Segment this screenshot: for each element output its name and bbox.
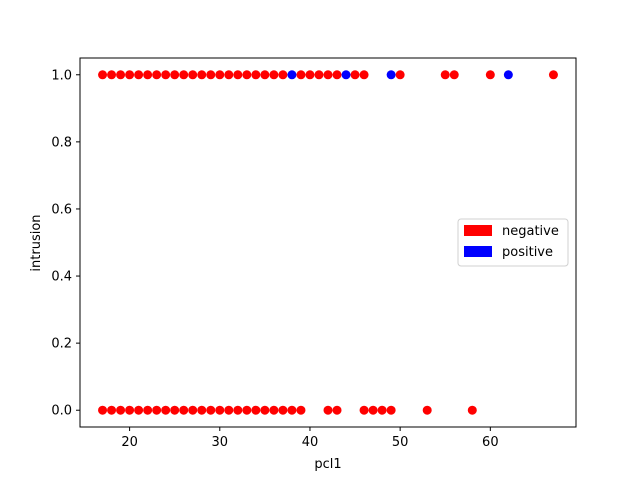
point-negative [206, 405, 216, 415]
x-tick-label: 30 [212, 435, 229, 450]
point-negative [224, 70, 234, 80]
point-negative [179, 70, 189, 80]
point-negative [125, 405, 135, 415]
point-negative [314, 70, 324, 80]
point-negative [359, 70, 369, 80]
point-negative [278, 70, 288, 80]
point-negative [134, 70, 144, 80]
x-tick-label: 20 [121, 435, 138, 450]
point-negative [152, 70, 162, 80]
point-negative [215, 70, 225, 80]
legend-label-negative: negative [502, 224, 559, 239]
y-axis-label: intrusion [29, 214, 44, 271]
legend-label-positive: positive [502, 245, 553, 260]
x-axis-ticks: 20 30 40 50 60 [121, 427, 499, 450]
point-negative [251, 70, 261, 80]
point-negative [197, 405, 207, 415]
point-negative [251, 405, 261, 415]
x-tick-label: 60 [482, 435, 499, 450]
point-negative [242, 70, 252, 80]
point-negative [323, 70, 333, 80]
point-negative [98, 405, 108, 415]
point-negative [125, 70, 135, 80]
point-negative [116, 70, 126, 80]
point-negative [188, 70, 198, 80]
point-negative [368, 405, 378, 415]
point-negative [161, 70, 171, 80]
point-negative [350, 70, 360, 80]
point-negative [485, 70, 495, 80]
point-negative [332, 405, 342, 415]
point-negative [377, 405, 387, 415]
y-tick-label: 0.2 [51, 337, 72, 352]
y-tick-label: 1.0 [51, 68, 72, 83]
plot-frame [79, 57, 577, 428]
point-negative [359, 405, 369, 415]
point-negative [179, 405, 189, 415]
point-negative [449, 70, 459, 80]
x-tick-label: 50 [392, 435, 409, 450]
point-negative [305, 70, 315, 80]
legend: negative positive [457, 218, 569, 267]
point-negative [206, 70, 216, 80]
point-negative [143, 70, 153, 80]
point-negative [422, 405, 432, 415]
point-positive [503, 70, 513, 80]
point-negative [269, 70, 279, 80]
point-positive [287, 70, 297, 80]
point-positive [341, 70, 351, 80]
point-negative [134, 405, 144, 415]
point-negative [386, 405, 396, 415]
point-negative [116, 405, 126, 415]
point-negative [98, 70, 108, 80]
point-negative [323, 405, 333, 415]
point-negative [440, 70, 450, 80]
y-tick-label: 0.4 [51, 270, 72, 285]
point-negative [143, 405, 153, 415]
point-negative [287, 405, 297, 415]
point-negative [548, 70, 558, 80]
point-negative [170, 70, 180, 80]
point-negative [107, 405, 117, 415]
point-positive [386, 70, 396, 80]
point-negative [296, 70, 306, 80]
point-negative [332, 70, 342, 80]
scatter-points [98, 70, 558, 415]
point-negative [269, 405, 279, 415]
point-negative [107, 70, 117, 80]
point-negative [260, 405, 270, 415]
y-tick-label: 0.0 [51, 404, 72, 419]
point-negative [296, 405, 306, 415]
point-negative [467, 405, 477, 415]
point-negative [260, 70, 270, 80]
point-negative [170, 405, 180, 415]
point-negative [161, 405, 171, 415]
legend-swatch-positive [464, 246, 492, 257]
point-negative [215, 405, 225, 415]
y-tick-label: 0.6 [51, 202, 72, 217]
point-negative [197, 70, 207, 80]
point-negative [224, 405, 234, 415]
x-tick-label: 40 [302, 435, 319, 450]
point-negative [152, 405, 162, 415]
y-axis-ticks: 0.0 0.2 0.4 0.6 0.8 1.0 [51, 68, 80, 419]
point-negative [233, 70, 243, 80]
y-tick-label: 0.8 [51, 135, 72, 150]
point-negative [188, 405, 198, 415]
point-negative [242, 405, 252, 415]
point-negative [233, 405, 243, 415]
point-negative [278, 405, 288, 415]
x-axis-label: pcl1 [314, 457, 341, 472]
point-negative [395, 70, 405, 80]
legend-swatch-negative [464, 225, 492, 236]
